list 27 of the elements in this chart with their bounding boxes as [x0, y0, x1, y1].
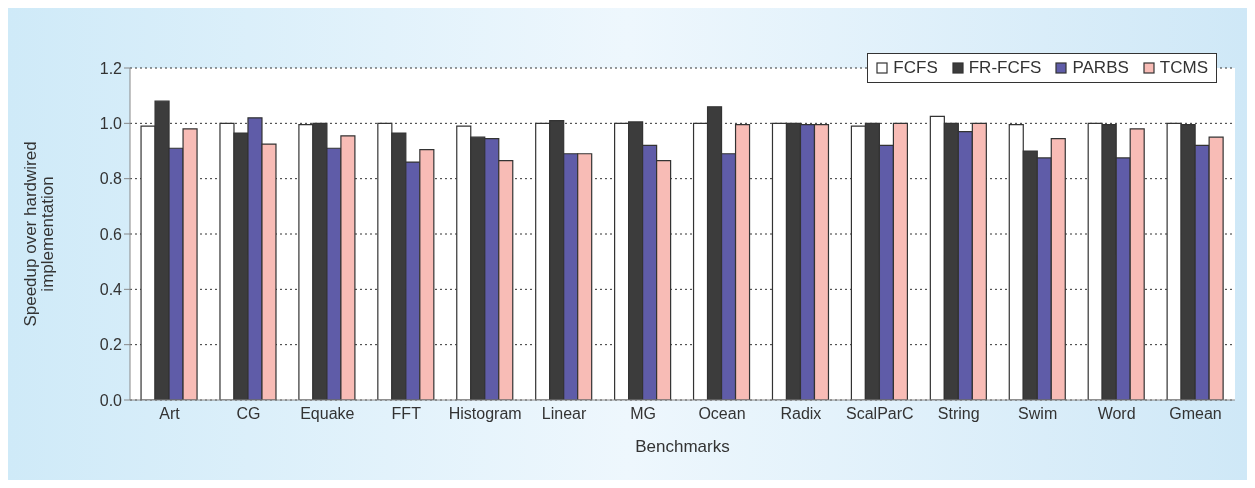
y-tick-label: 0.6	[99, 225, 123, 243]
y-tick-label: 0.8	[99, 170, 123, 188]
x-tick-label: Linear	[541, 405, 588, 423]
y-tick-label: 1.0	[99, 115, 123, 133]
x-axis-title: Benchmarks	[635, 437, 730, 456]
x-tick-label: Art	[159, 405, 181, 423]
x-tick-label: Word	[1097, 405, 1136, 423]
x-tick-label: Equake	[300, 405, 355, 423]
x-tick-label: Radix	[780, 405, 822, 423]
y-tick-label: 0.2	[99, 336, 123, 354]
y-tick-label: 0.0	[99, 391, 123, 409]
legend-label: FR-FCFS	[968, 58, 1042, 78]
x-tick-label: Gmean	[1169, 405, 1222, 423]
x-tick-label: Histogram	[448, 405, 522, 423]
x-tick-label: CG	[236, 405, 261, 423]
x-tick-label: Ocean	[698, 405, 746, 423]
x-tick-label: FFT	[391, 405, 422, 423]
y-tick-label: 0.4	[99, 281, 123, 299]
legend-label: FCFS	[893, 58, 938, 78]
y-axis-title: Speedup over hardwired implementation	[20, 141, 57, 327]
x-tick-label: Swim	[1018, 405, 1058, 423]
legend-label: TCMS	[1159, 58, 1208, 78]
x-tick-label: MG	[630, 405, 656, 423]
legend-label: PARBS	[1072, 58, 1129, 78]
x-tick-label: String	[937, 405, 980, 423]
y-tick-label: 1.2	[99, 59, 123, 77]
x-tick-label: ScalParC	[846, 405, 914, 423]
